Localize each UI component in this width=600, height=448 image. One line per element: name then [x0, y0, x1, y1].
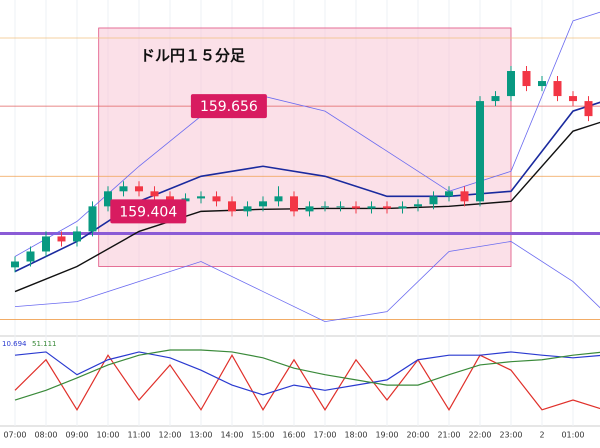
candle-body: [259, 201, 267, 207]
candle-body: [460, 191, 469, 202]
x-tick-label: 22:00: [468, 431, 491, 440]
x-tick-label: 14:00: [220, 431, 243, 440]
candle-body: [336, 206, 345, 208]
x-tick-label: 19:00: [375, 431, 398, 440]
candle-body: [522, 71, 531, 87]
candle-body: [26, 251, 35, 262]
candle-body: [491, 96, 500, 102]
candle-body: [429, 196, 438, 205]
x-tick-label: 17:00: [313, 431, 336, 440]
x-tick-label: 12:00: [158, 431, 181, 440]
highlight-zone: [98, 27, 512, 267]
candle-body: [507, 71, 515, 97]
candle-body: [367, 206, 376, 209]
price-label-text: 159.404: [119, 204, 177, 220]
candle-body: [135, 186, 143, 192]
x-tick-label: 18:00: [344, 431, 367, 440]
x-tick-label: 16:00: [282, 431, 305, 440]
x-tick-label: 10:00: [96, 431, 119, 440]
oscillator-line: [14, 353, 600, 411]
candle-body: [383, 206, 391, 209]
candle-body: [398, 206, 407, 209]
x-tick-label: 08:00: [34, 431, 57, 440]
candle-body: [584, 101, 593, 117]
candle-body: [150, 191, 159, 197]
candle-body: [228, 201, 236, 212]
chart-title: ドル円１５分足: [140, 47, 246, 65]
candle-body: [553, 81, 562, 97]
x-tick-label: 21:00: [437, 431, 460, 440]
candle-body: [119, 186, 128, 192]
candle-body: [476, 101, 484, 202]
price-label: 159.404: [110, 199, 187, 224]
oscillator-label: 51.111: [32, 340, 57, 348]
x-tick-label: 2: [539, 431, 544, 440]
price-label-box: [190, 94, 267, 119]
oscillator-line: [14, 349, 600, 401]
price-label-box: [110, 199, 187, 224]
candle-body: [11, 261, 19, 268]
x-tick-label: 07:00: [3, 431, 26, 440]
candle-body: [166, 196, 174, 202]
candle-body: [290, 196, 298, 212]
moving-average: [14, 11, 600, 257]
moving-average: [14, 241, 600, 323]
candle-body: [243, 206, 252, 212]
candle-body: [73, 231, 81, 242]
x-tick-label: 13:00: [189, 431, 212, 440]
candle-body: [305, 206, 314, 212]
x-tick-label: 09:00: [65, 431, 88, 440]
price-label-text: 159.656: [200, 99, 258, 115]
x-tick-label: 23:00: [499, 431, 522, 440]
candle-body: [197, 196, 205, 199]
candle-body: [104, 191, 112, 207]
candle-body: [42, 236, 50, 252]
candle-body: [274, 196, 283, 202]
candle-body: [88, 206, 97, 232]
candle-body: [569, 96, 577, 102]
x-tick-label: 20:00: [406, 431, 429, 440]
candle-body: [352, 206, 360, 209]
candle-body: [538, 81, 546, 87]
x-tick-label: 11:00: [127, 431, 150, 440]
oscillator-label: 10.694: [2, 340, 27, 348]
candle-body: [414, 204, 422, 207]
price-label: 159.656: [190, 94, 267, 119]
oscillator-line: [14, 351, 600, 396]
candle-body: [445, 191, 453, 197]
candle-body: [212, 196, 221, 202]
candle-body: [321, 206, 329, 208]
x-tick-label: 01:00: [561, 431, 584, 440]
x-tick-label: 15:00: [251, 431, 274, 440]
candle-body: [57, 236, 66, 242]
